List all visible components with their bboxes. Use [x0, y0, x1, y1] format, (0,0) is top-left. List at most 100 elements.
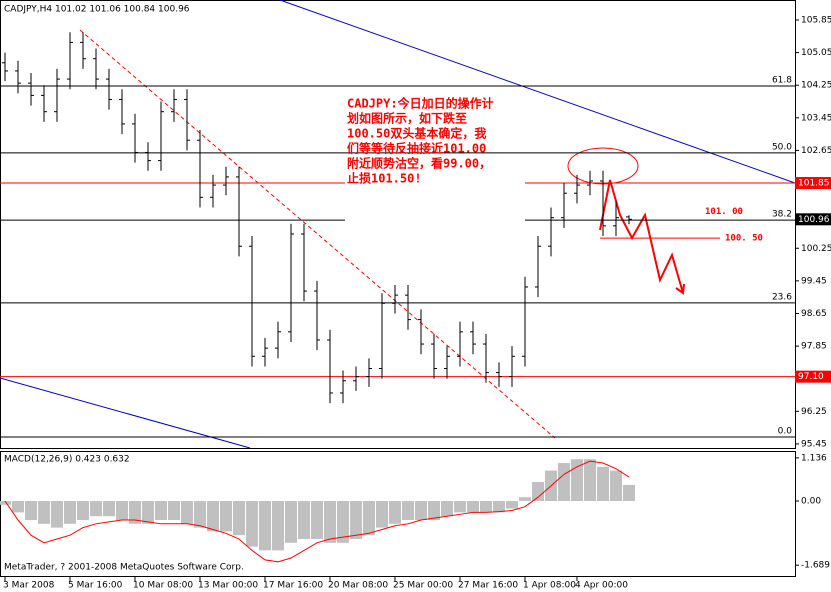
- macd-bar: [38, 501, 50, 524]
- price-label: 101.85: [798, 179, 830, 189]
- x-tick-label: 17 Mar 16:00: [263, 581, 323, 591]
- price-label: 100.96: [798, 215, 830, 225]
- macd-frame: [0, 451, 796, 577]
- indicator-label: MACD(12,26,9) 0.423 0.632: [4, 455, 130, 465]
- fibo-label: 0.0: [778, 426, 793, 436]
- y-tick-label: -1.689: [801, 561, 830, 571]
- macd-bar: [220, 501, 232, 532]
- macd-bar: [571, 459, 583, 502]
- y-tick-label: 103.45: [801, 113, 831, 123]
- y-tick-label: 100.25: [801, 244, 831, 254]
- copyright: MetaTrader, ? 2001-2008 MetaQuotes Softw…: [4, 563, 244, 573]
- y-tick-label: 96.25: [801, 407, 827, 417]
- price-label-box: [795, 213, 831, 226]
- macd-bar: [363, 501, 375, 536]
- x-tick-label: 27 Mar 16:00: [458, 581, 518, 591]
- annotation: 止损101.50!: [347, 171, 422, 186]
- fibo-label: 50.0: [772, 142, 792, 152]
- fibo-label: 23.6: [772, 292, 792, 302]
- macd-bar: [519, 497, 531, 502]
- macd-bar: [584, 459, 596, 502]
- macd-bar: [597, 466, 609, 502]
- y-tick-label: 97.85: [801, 342, 827, 352]
- macd-bar: [506, 501, 518, 509]
- macd-bar: [194, 501, 206, 528]
- price-label-box: [795, 177, 831, 190]
- annotation: 100.50双头基本确定，我: [347, 126, 486, 141]
- x-tick-label: 20 Mar 08:00: [328, 581, 388, 591]
- macd-bar: [272, 501, 284, 551]
- macd-bar: [25, 501, 37, 521]
- macd-bar: [441, 501, 453, 517]
- trendline: [0, 377, 251, 449]
- y-tick-label: 102.65: [801, 146, 831, 156]
- macd-bar: [389, 501, 401, 524]
- price-label-box: [795, 370, 831, 383]
- macd-bar: [12, 501, 24, 513]
- macd-bar: [480, 501, 492, 513]
- annotation: 划如图所示，如下跌至: [347, 111, 467, 126]
- main-frame: [0, 0, 796, 449]
- annotation: CADJPY:今日加日的操作计: [347, 96, 494, 111]
- macd-bar: [168, 501, 180, 521]
- signal-line: [4, 460, 630, 563]
- macd-bar: [558, 463, 570, 502]
- header: CADJPY,H4 101.02 101.06 100.84 100.96: [4, 5, 190, 15]
- x-tick-label: 3 Mar 2008: [3, 581, 55, 591]
- macd-bar: [129, 501, 141, 524]
- macd-bar: [467, 501, 479, 513]
- macd-bar: [610, 470, 622, 502]
- macd-bar: [259, 501, 271, 551]
- macd-bar: [285, 501, 297, 543]
- price-label: 97.10: [798, 372, 824, 382]
- macd-bar: [181, 501, 193, 524]
- macd-bar: [103, 501, 115, 517]
- y-tick-label: 0.00: [801, 497, 821, 507]
- x-tick-label: 10 Mar 08:00: [133, 581, 193, 591]
- macd-bar: [51, 501, 63, 528]
- y-tick-label: 98.65: [801, 309, 827, 319]
- macd-bar: [207, 501, 219, 532]
- macd-bar: [90, 501, 102, 517]
- macd-bar: [350, 501, 362, 540]
- y-tick-label: 95.45: [801, 439, 827, 449]
- trendline: [79, 29, 556, 439]
- fibo-label: 38.2: [772, 210, 792, 220]
- price-note: 101. 00: [705, 207, 743, 217]
- macd-bar: [116, 501, 128, 521]
- macd-bar: [77, 501, 89, 521]
- macd-bar: [337, 501, 349, 543]
- macd-bar: [324, 501, 336, 543]
- x-tick-label: 5 Mar 16:00: [68, 581, 123, 591]
- y-tick-label: 99.45: [801, 276, 827, 286]
- macd-bar: [454, 501, 466, 513]
- macd-bar: [376, 501, 388, 528]
- x-tick-label: 13 Mar 00:00: [198, 581, 258, 591]
- y-tick-label: 105.05: [801, 48, 831, 58]
- macd-bar: [623, 484, 635, 502]
- y-tick-label: 1.136: [801, 453, 827, 463]
- macd-bar: [311, 501, 323, 540]
- price-note: 100. 50: [725, 234, 763, 244]
- x-tick-label: 4 Apr 00:00: [575, 581, 628, 591]
- annotation: 们等等待反抽接近101.00: [347, 141, 486, 156]
- macd-bar: [246, 501, 258, 547]
- macd-bar: [233, 501, 245, 536]
- macd-bar: [493, 501, 505, 513]
- forecast-arrow: [599, 179, 685, 295]
- macd-bar: [155, 501, 167, 521]
- macd-bar: [415, 501, 427, 521]
- macd-bar: [402, 501, 414, 521]
- annotation: 附近顺势沽空，看99.00，: [347, 156, 491, 171]
- y-tick-label: 105.85: [801, 15, 831, 25]
- macd-bar: [142, 501, 154, 524]
- x-tick-label: 25 Mar 00:00: [393, 581, 453, 591]
- x-tick-label: 1 Apr 08:00: [523, 581, 576, 591]
- macd-bar: [0, 501, 11, 505]
- macd-bar: [298, 501, 310, 540]
- macd-bar: [532, 482, 544, 502]
- fibo-label: 61.8: [772, 76, 792, 86]
- y-tick-label: 104.25: [801, 81, 831, 91]
- macd-bar: [428, 501, 440, 521]
